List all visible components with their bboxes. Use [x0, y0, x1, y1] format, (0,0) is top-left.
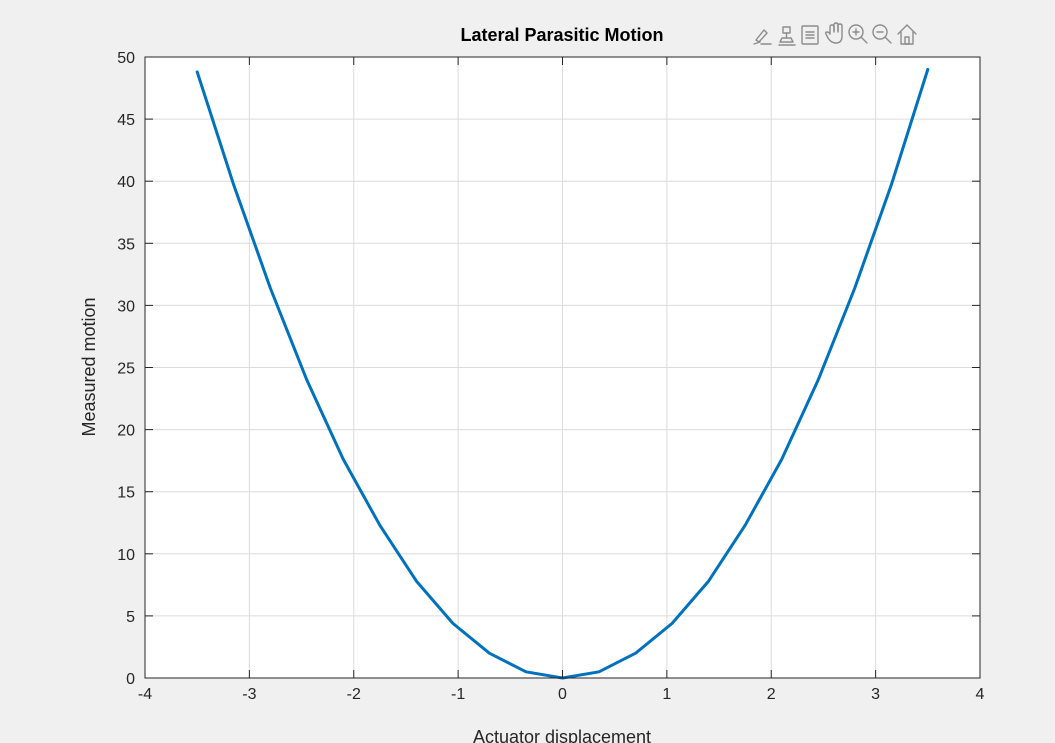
chart-title: Lateral Parasitic Motion: [460, 25, 663, 45]
data-tips-icon[interactable]: [778, 26, 796, 46]
x-tick-labels: -4 -3 -2 -1 0 1 2 3 4: [138, 686, 985, 703]
y-tick-label: 40: [117, 174, 135, 191]
data-point: [378, 524, 381, 527]
grid-lines: [145, 57, 980, 678]
x-tick-label: 4: [976, 686, 985, 703]
data-point: [196, 70, 199, 73]
x-axis-label: Actuator displacement: [473, 727, 651, 743]
axes-toolbar: [753, 22, 917, 46]
x-tick-label: 0: [558, 686, 567, 703]
zoom-in-icon[interactable]: [848, 24, 868, 44]
data-point: [634, 652, 637, 655]
x-tick-label: 2: [767, 686, 776, 703]
x-tick-label: 3: [871, 686, 880, 703]
data-point: [415, 580, 418, 583]
x-tick-label: -4: [138, 686, 152, 703]
x-tick-label: -3: [242, 686, 256, 703]
data-point: [671, 622, 674, 625]
data-point: [926, 68, 929, 71]
y-tick-label: 30: [117, 298, 135, 315]
y-tick-label: 25: [117, 361, 135, 378]
data-point: [524, 670, 527, 673]
data-point: [817, 378, 820, 381]
pan-hand-icon[interactable]: [824, 22, 843, 44]
data-point: [853, 287, 856, 290]
data-point: [305, 378, 308, 381]
y-tick-label: 0: [126, 671, 135, 688]
data-point: [780, 458, 783, 461]
data-point: [744, 524, 747, 527]
y-tick-label: 10: [117, 547, 135, 564]
data-point: [598, 670, 601, 673]
x-tick-label: 1: [662, 686, 671, 703]
data-point: [232, 183, 235, 186]
y-tick-label: 20: [117, 423, 135, 440]
y-tick-label: 50: [117, 50, 135, 67]
data-point: [890, 183, 893, 186]
home-icon[interactable]: [897, 24, 917, 45]
data-point: [707, 580, 710, 583]
data-point: [269, 287, 272, 290]
brush-icon[interactable]: [753, 29, 772, 45]
data-point: [488, 652, 491, 655]
datatip-list-icon[interactable]: [801, 25, 819, 45]
x-tick-label: -2: [347, 686, 361, 703]
y-tick-label: 15: [117, 485, 135, 502]
data-point: [342, 458, 345, 461]
y-axis-label: Measured motion: [79, 297, 99, 436]
y-tick-label: 5: [126, 609, 135, 626]
tick-marks: [144, 56, 981, 679]
y-tick-label: 45: [117, 112, 135, 129]
y-tick-labels: 0 5 10 15 20 25 30 35 40 45 50: [117, 50, 135, 688]
y-tick-label: 35: [117, 236, 135, 253]
zoom-out-icon[interactable]: [872, 24, 892, 44]
x-tick-label: -1: [451, 686, 465, 703]
data-point: [451, 622, 454, 625]
